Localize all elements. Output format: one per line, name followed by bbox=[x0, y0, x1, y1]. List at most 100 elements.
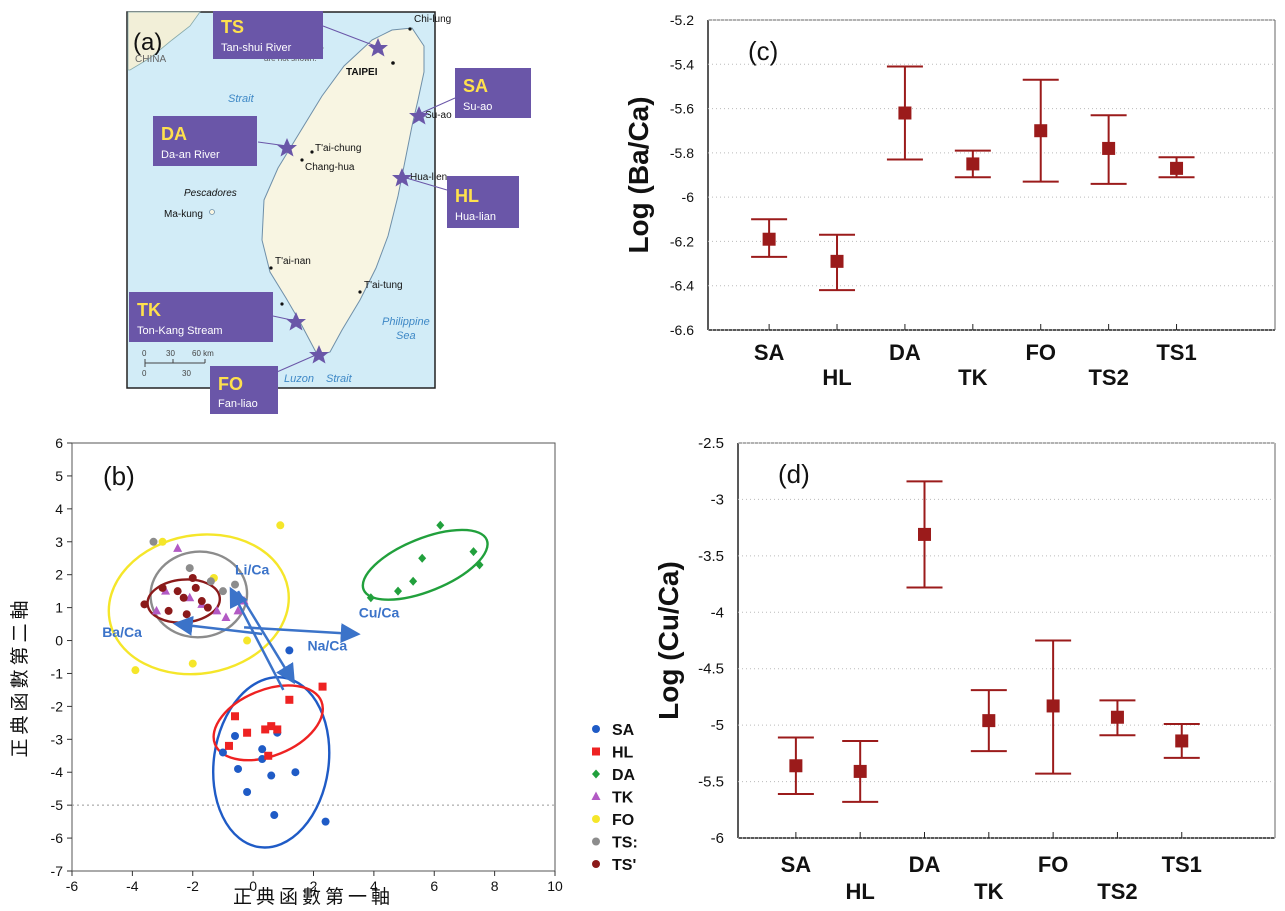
category-label-ts2: TS2 bbox=[1088, 365, 1128, 390]
loading-arrow-cu-ca bbox=[243, 623, 361, 644]
svg-text:DA: DA bbox=[161, 124, 187, 144]
y-tick-label-b: 4 bbox=[55, 501, 63, 517]
sea-luzon: Luzon bbox=[284, 373, 314, 385]
y-tick-label-b: -4 bbox=[51, 764, 64, 780]
map-seas: Philippine Sea Strait Strait Luzon bbox=[228, 93, 430, 385]
point-fo bbox=[188, 659, 197, 668]
point-sa bbox=[218, 748, 227, 757]
x-axis-title-b: 正典函數第一軸 bbox=[233, 886, 394, 908]
point-hl bbox=[243, 728, 252, 737]
y-tick-label-c: -5.4 bbox=[670, 56, 694, 72]
legend-marker-ts1 bbox=[592, 860, 600, 868]
y-tick-label-d: -3.5 bbox=[698, 548, 724, 565]
y-tick-label-b: -7 bbox=[51, 863, 64, 879]
sea-label-sea: Sea bbox=[396, 330, 416, 342]
y-tick-label-c: -6.4 bbox=[670, 278, 694, 294]
y-tick-label-b: -3 bbox=[51, 731, 64, 747]
map-panel: (a) CHINA my are not shown. Chi-lung TAI… bbox=[126, 11, 531, 414]
point-ts2 bbox=[185, 564, 194, 573]
y-tick-label-c: -5.8 bbox=[670, 145, 694, 161]
category-label-da: DA bbox=[909, 852, 941, 877]
x-tick-label-b: 10 bbox=[547, 878, 563, 894]
point-da bbox=[409, 576, 418, 586]
y-tick-label-d: -2.5 bbox=[698, 435, 724, 452]
panel-label-d: (d) bbox=[778, 459, 810, 489]
category-label-hl: HL bbox=[822, 365, 851, 390]
legend-marker-sa bbox=[592, 725, 600, 733]
y-tick-label-d: -4 bbox=[711, 604, 724, 621]
y-axis-title-b: 正典函數第二軸 bbox=[9, 596, 31, 757]
svg-text:30: 30 bbox=[166, 349, 175, 358]
china-coast bbox=[127, 11, 201, 71]
point-ts1 bbox=[140, 600, 149, 609]
point-ts1 bbox=[191, 583, 200, 592]
place-su-ao: Su-ao bbox=[425, 110, 452, 121]
mean-marker-da bbox=[918, 527, 932, 541]
mean-marker-fo bbox=[1034, 124, 1048, 138]
svg-text:Ton-Kang Stream: Ton-Kang Stream bbox=[137, 325, 223, 337]
point-ts2 bbox=[231, 580, 240, 589]
map-panel-label: (a) bbox=[133, 29, 162, 56]
point-tk bbox=[152, 605, 162, 615]
svg-text:0: 0 bbox=[142, 369, 147, 378]
y-tick-label-c: -5.6 bbox=[670, 101, 694, 117]
place-changhua: Chang-hua bbox=[305, 162, 355, 173]
site-banner-fo: FO Fan-liao bbox=[210, 366, 278, 414]
ellipse-fo bbox=[107, 533, 290, 676]
mean-marker-sa bbox=[762, 232, 776, 246]
site-banner-sa: SA Su-ao bbox=[455, 68, 531, 118]
legend-label-ts2: TS: bbox=[612, 835, 638, 852]
point-ts1 bbox=[158, 583, 167, 592]
panel-label-c: (c) bbox=[748, 36, 778, 66]
star-ts-icon bbox=[368, 38, 388, 57]
point-sa bbox=[291, 768, 300, 777]
point-hl bbox=[231, 712, 240, 721]
category-label-sa: SA bbox=[781, 852, 812, 877]
map-scale-bar: 0 30 60 km 0 30 bbox=[142, 349, 214, 378]
place-tainan: T'ai-nan bbox=[275, 256, 311, 267]
category-label-ts2: TS2 bbox=[1097, 879, 1137, 904]
legend-marker-ts2 bbox=[592, 837, 600, 846]
y-tick-label-b: 0 bbox=[55, 633, 63, 649]
point-hl bbox=[264, 751, 273, 760]
svg-text:60 km: 60 km bbox=[192, 349, 214, 358]
y-tick-label-b: 5 bbox=[55, 468, 63, 484]
loading-label-ba-ca: Ba/Ca bbox=[102, 624, 142, 640]
point-hl bbox=[285, 695, 294, 704]
point-hl bbox=[224, 741, 233, 750]
point-ts1 bbox=[164, 606, 173, 615]
point-ts2 bbox=[218, 587, 227, 596]
place-makung: Ma-kung bbox=[164, 209, 203, 220]
mean-marker-hl bbox=[853, 764, 867, 778]
y-tick-label-d: -4.5 bbox=[698, 661, 724, 678]
legend-marker-tk bbox=[591, 791, 601, 800]
place-taipei: TAIPEI bbox=[346, 67, 378, 78]
point-sa bbox=[258, 755, 267, 764]
sea-strait-south: Strait bbox=[326, 373, 353, 385]
svg-text:30: 30 bbox=[182, 369, 191, 378]
y-tick-label-d: -5.5 bbox=[698, 774, 724, 791]
legend-label-ts1: TS' bbox=[612, 857, 636, 874]
y-tick-label-d: -3 bbox=[711, 491, 724, 508]
y-tick-label-b: -6 bbox=[51, 830, 64, 846]
svg-text:Su-ao: Su-ao bbox=[463, 101, 492, 113]
point-ts2 bbox=[149, 537, 158, 546]
point-da bbox=[394, 586, 403, 596]
point-sa bbox=[231, 732, 240, 741]
svg-text:SA: SA bbox=[463, 76, 488, 96]
mean-marker-ts1 bbox=[1175, 734, 1189, 748]
point-ts1 bbox=[188, 573, 197, 582]
point-hl bbox=[273, 725, 282, 734]
site-banner-ts: TS Tan-shui River bbox=[213, 11, 323, 59]
x-tick-label-b: -2 bbox=[187, 878, 200, 894]
point-sa bbox=[270, 811, 279, 820]
y-tick-label-d: -5 bbox=[711, 717, 724, 734]
x-tick-label-b: 2 bbox=[310, 878, 318, 894]
point-ts1 bbox=[182, 610, 191, 619]
legend-marker-fo bbox=[592, 815, 600, 823]
y-tick-label-b: 2 bbox=[55, 567, 63, 583]
y-tick-label-b: -1 bbox=[51, 665, 64, 681]
y-tick-label-b: -5 bbox=[51, 797, 64, 813]
point-sa bbox=[258, 745, 267, 754]
category-label-hl: HL bbox=[846, 879, 875, 904]
